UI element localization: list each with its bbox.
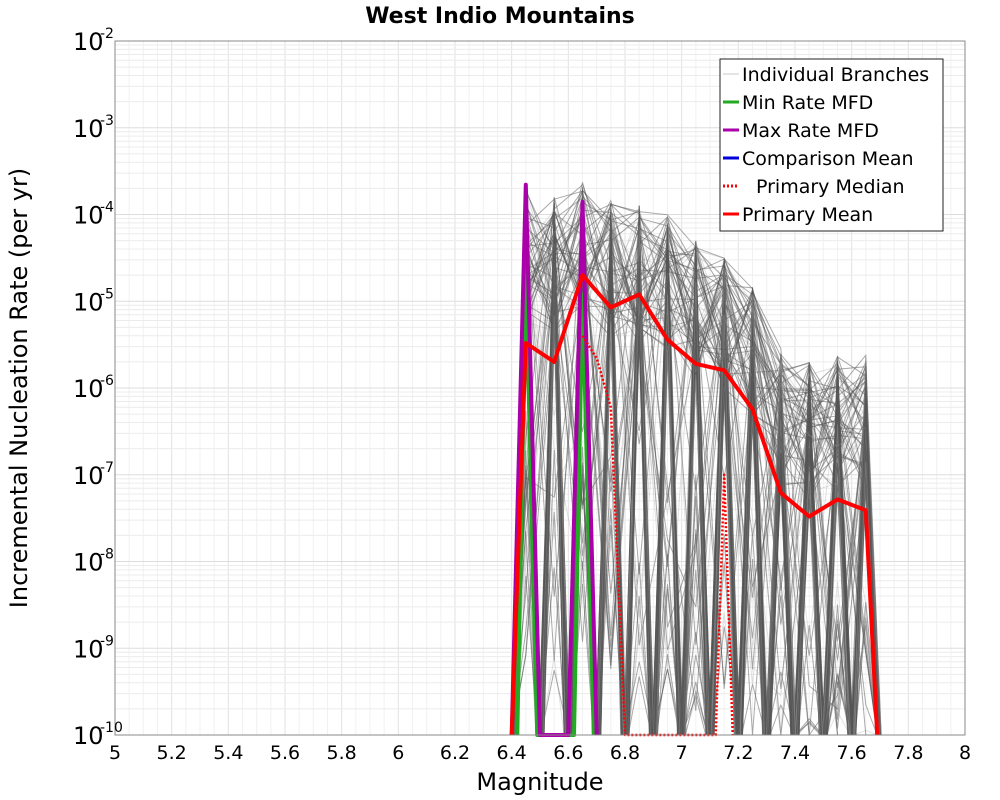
y-tick-base: 10 <box>73 722 104 750</box>
x-tick-label: 7.6 <box>837 742 867 764</box>
legend-item: Min Rate MFD <box>723 92 873 114</box>
x-tick-labels: 5 5.2 5.4 5.6 5.8 6 6.2 6.4 6.6 6.8 7 7.2 7.4 7.6 7.8 8 <box>109 742 971 764</box>
plot-frame <box>114 40 966 736</box>
y-tick-label: 10-9 <box>73 633 114 663</box>
legend-label: Primary Mean <box>742 204 873 226</box>
x-tick-label: 8 <box>959 742 971 764</box>
y-tick-label: 10-2 <box>73 26 114 56</box>
y-tick-exponent: -5 <box>100 286 114 302</box>
branch-line <box>511 232 878 736</box>
legend-item: Comparison Mean <box>723 148 914 170</box>
y-tick-label: 10-8 <box>73 547 114 577</box>
y-tick-base: 10 <box>73 288 104 316</box>
series-primary-mean <box>509 273 880 736</box>
x-tick-label: 6.2 <box>440 742 470 764</box>
legend-item: Max Rate MFD <box>723 120 879 142</box>
y-axis-label: Incremental Nucleation Rate (per yr) <box>5 168 33 608</box>
y-tick-exponent: -6 <box>100 373 114 389</box>
x-tick-label: 7 <box>676 742 688 764</box>
x-tick-label: 5.8 <box>327 742 357 764</box>
y-tick-base: 10 <box>73 375 104 403</box>
x-tick-label: 7.4 <box>780 742 810 764</box>
x-tick-label: 7.8 <box>893 742 923 764</box>
y-tick-base: 10 <box>73 549 104 577</box>
y-tick-base: 10 <box>73 462 104 490</box>
legend-item: Primary Mean <box>723 204 873 226</box>
y-tick-label: 10-4 <box>73 200 114 230</box>
y-tick-exponent: -8 <box>100 547 114 563</box>
legend-label: Individual Branches <box>742 64 929 86</box>
y-tick-exponent: -2 <box>100 26 114 42</box>
x-tick-label: 6.8 <box>610 742 640 764</box>
chart-title: West Indio Mountains <box>365 4 635 29</box>
y-tick-base: 10 <box>73 635 104 663</box>
legend-label: Comparison Mean <box>742 148 914 170</box>
y-tick-base: 10 <box>73 202 104 230</box>
legend-item: Individual Branches <box>723 64 929 86</box>
y-tick-label: 10-3 <box>73 113 114 143</box>
y-tick-label: 10-5 <box>73 286 114 316</box>
grid <box>114 41 966 736</box>
x-tick-label: 5.6 <box>270 742 300 764</box>
legend-item: Primary Median <box>723 176 905 198</box>
y-tick-label: 10-7 <box>73 460 114 490</box>
x-tick-label: 6.6 <box>553 742 583 764</box>
legend-label: Primary Median <box>756 176 905 198</box>
x-tick-label: 6 <box>392 742 404 764</box>
legend-label: Min Rate MFD <box>742 92 873 114</box>
y-tick-base: 10 <box>73 28 104 56</box>
x-tick-label: 5.2 <box>157 742 187 764</box>
y-tick-exponent: -7 <box>100 460 114 476</box>
x-tick-label: 6.4 <box>497 742 527 764</box>
y-tick-label: 10-10 <box>73 720 123 750</box>
legend: Individual Branches Min Rate MFD Max Rate … <box>719 58 944 232</box>
x-tick-label: 7.2 <box>723 742 753 764</box>
branch-line <box>511 216 878 736</box>
y-tick-exponent: -3 <box>100 113 114 129</box>
y-tick-base: 10 <box>73 115 104 143</box>
y-tick-label: 10-6 <box>73 373 114 403</box>
branch-line <box>511 216 878 737</box>
x-axis-label: Magnitude <box>476 768 603 796</box>
y-tick-exponent: -10 <box>100 720 123 736</box>
y-tick-labels: 10-210-310-410-510-610-710-810-910-10 <box>73 26 123 750</box>
y-tick-exponent: -9 <box>100 633 114 649</box>
branch-line <box>511 215 878 736</box>
branch-line <box>511 206 878 736</box>
branch-line <box>511 202 878 736</box>
y-tick-exponent: -4 <box>100 200 114 216</box>
x-tick-label: 5.4 <box>213 742 243 764</box>
x-tick-label: 5 <box>109 742 121 764</box>
legend-label: Max Rate MFD <box>742 120 879 142</box>
legend-box <box>719 58 944 232</box>
